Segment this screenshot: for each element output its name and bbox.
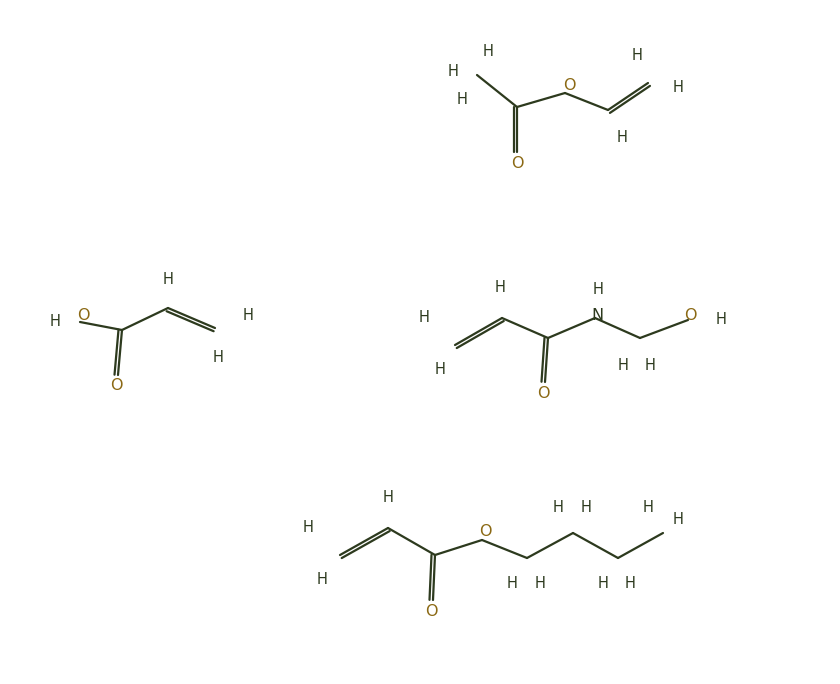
Text: H: H	[317, 573, 328, 588]
Text: H: H	[673, 81, 684, 96]
Text: H: H	[507, 575, 517, 590]
Text: O: O	[537, 386, 549, 402]
Text: H: H	[643, 501, 654, 516]
Text: H: H	[716, 313, 727, 328]
Text: N: N	[591, 308, 603, 322]
Text: H: H	[632, 47, 643, 62]
Text: H: H	[592, 282, 603, 298]
Text: H: H	[482, 44, 493, 60]
Text: H: H	[213, 350, 223, 365]
Text: H: H	[448, 64, 459, 79]
Text: H: H	[457, 92, 467, 107]
Text: H: H	[617, 131, 627, 146]
Text: H: H	[644, 358, 655, 373]
Text: H: H	[597, 575, 608, 590]
Text: H: H	[243, 308, 254, 322]
Text: O: O	[511, 157, 523, 172]
Text: H: H	[617, 358, 628, 373]
Text: H: H	[434, 363, 445, 378]
Text: O: O	[479, 525, 491, 540]
Text: O: O	[684, 308, 696, 322]
Text: H: H	[580, 501, 591, 516]
Text: H: H	[302, 521, 313, 536]
Text: O: O	[563, 77, 575, 92]
Text: H: H	[50, 315, 60, 330]
Text: O: O	[76, 308, 89, 324]
Text: H: H	[382, 490, 393, 505]
Text: H: H	[163, 272, 173, 287]
Text: H: H	[553, 501, 564, 516]
Text: H: H	[495, 280, 506, 295]
Text: H: H	[418, 311, 429, 326]
Text: H: H	[625, 575, 635, 590]
Text: H: H	[534, 575, 545, 590]
Text: H: H	[673, 512, 684, 527]
Text: O: O	[110, 378, 123, 393]
Text: O: O	[425, 605, 438, 620]
